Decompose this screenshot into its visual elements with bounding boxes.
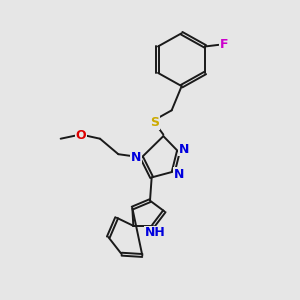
Text: O: O [75, 129, 86, 142]
Text: NH: NH [145, 226, 165, 239]
Text: S: S [151, 116, 160, 129]
Text: F: F [219, 38, 228, 51]
Text: N: N [179, 142, 190, 155]
Text: N: N [130, 151, 141, 164]
Text: N: N [174, 168, 184, 181]
